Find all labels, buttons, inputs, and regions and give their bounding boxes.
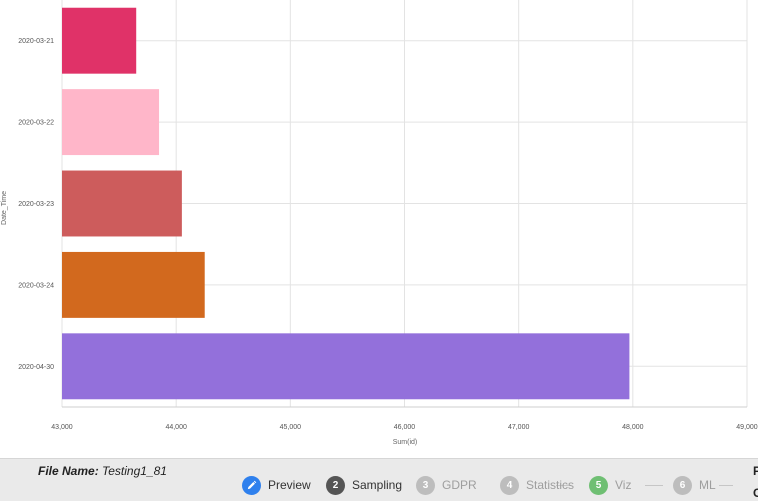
- y-tick-label: 2020-03-24: [18, 282, 54, 289]
- step-preview-label: Preview: [268, 478, 311, 492]
- footer-bar: File Name: Testing1_81 Preview 2 Samplin…: [0, 458, 758, 501]
- step-sampling[interactable]: 2 Sampling: [326, 474, 402, 496]
- step-preview[interactable]: Preview: [242, 474, 311, 496]
- y-tick-label: 2020-03-21: [18, 38, 54, 45]
- y-tick-label: 2020-03-23: [18, 201, 54, 208]
- step-statistics[interactable]: 4 Statistics: [500, 474, 574, 496]
- step-viz-label: Viz: [615, 478, 632, 492]
- step-viz-number: 5: [589, 475, 608, 495]
- x-tick-label: 44,000: [165, 424, 187, 431]
- y-tick-label: 2020-04-30: [18, 364, 54, 371]
- step-ml-number: 6: [673, 475, 692, 495]
- step-connector: [719, 485, 733, 486]
- x-axis-title: Sum(id): [393, 439, 418, 446]
- bar: [62, 251, 205, 318]
- step-sampling-label: Sampling: [352, 478, 403, 492]
- x-tick-label: 45,000: [280, 424, 302, 431]
- bar: [62, 7, 137, 74]
- x-tick-label: 43,000: [51, 424, 73, 431]
- x-tick-label: 49,000: [736, 424, 758, 431]
- step-gdpr[interactable]: 3 GDPR: [416, 474, 477, 496]
- file-name-value: Testing1_81: [102, 464, 167, 478]
- x-tick-label: 48,000: [622, 424, 644, 431]
- step-ml[interactable]: 6 ML: [673, 474, 716, 496]
- step-sampling-number: 2: [326, 475, 345, 495]
- step-ml-label: ML: [699, 478, 716, 492]
- step-connector: [556, 485, 570, 486]
- cut-off-text-bottom: C: [753, 486, 758, 500]
- y-tick-label: 2020-03-22: [18, 120, 54, 127]
- y-axis-title: Date_Time: [1, 191, 8, 225]
- step-gdpr-label: GDPR: [442, 478, 477, 492]
- step-statistics-label: Statistics: [526, 478, 575, 492]
- bar: [62, 170, 182, 237]
- file-name: File Name: Testing1_81: [38, 464, 167, 478]
- bar: [62, 333, 630, 400]
- x-tick-label: 46,000: [394, 424, 416, 431]
- step-viz[interactable]: 5 Viz: [589, 474, 631, 496]
- cut-off-text-top: F: [753, 464, 758, 478]
- file-name-label: File Name:: [38, 464, 99, 478]
- chart-area: 43,000 44,000 45,000 46,000 47,000 48,000 49,0…: [1, 0, 758, 446]
- bar: [62, 89, 160, 156]
- pencil-icon: [242, 475, 261, 495]
- step-gdpr-number: 3: [416, 475, 435, 495]
- x-tick-label: 47,000: [508, 424, 530, 431]
- bar-chart: 43,000 44,000 45,000 46,000 47,000 48,000 49,0…: [1, 0, 758, 446]
- step-connector: [645, 485, 663, 486]
- step-statistics-number: 4: [500, 475, 519, 495]
